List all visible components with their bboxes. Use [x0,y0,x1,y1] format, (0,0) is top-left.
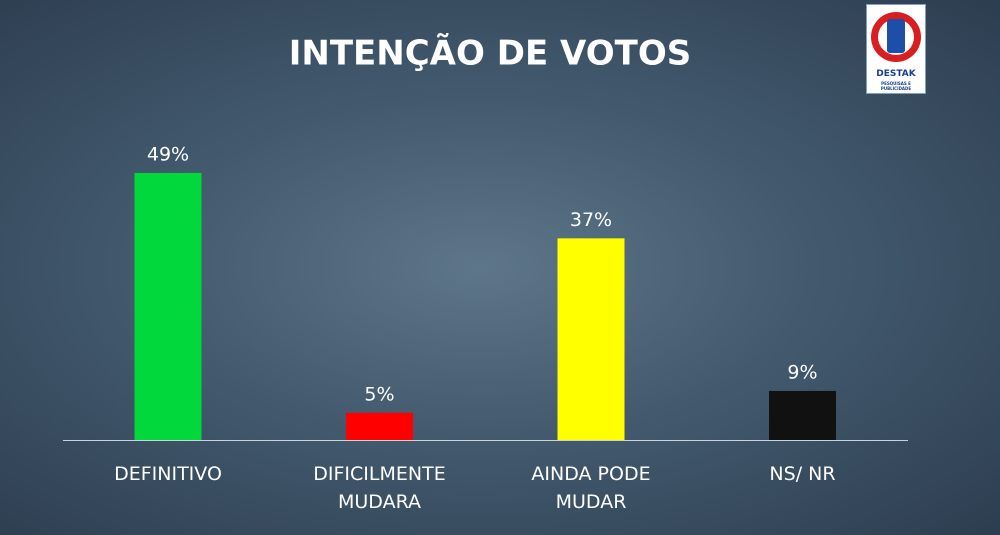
bar [134,172,202,440]
x-tick-label: AINDA PODE MUDAR [531,463,651,513]
logo: DESTAK PESQUISAS E PUBLICIDADE [866,4,926,94]
bar [769,390,836,440]
bar [346,412,413,440]
x-tick-label: NS/ NR [769,463,836,485]
value-label: 9% [787,361,817,383]
logo-icon [871,12,921,62]
x-tick-label: DEFINITIVO [114,463,222,485]
chart-title: INTENÇÃO DE VOTOS [289,33,691,74]
value-label: 5% [364,383,394,405]
bar [557,238,625,440]
value-label: 49% [147,143,189,165]
logo-name: DESTAK [876,69,916,79]
value-label: 37% [570,209,612,231]
x-tick-label: DIFICILMENTE MUDARA [313,463,446,513]
logo-tagline: PESQUISAS E PUBLICIDADE [880,81,912,91]
